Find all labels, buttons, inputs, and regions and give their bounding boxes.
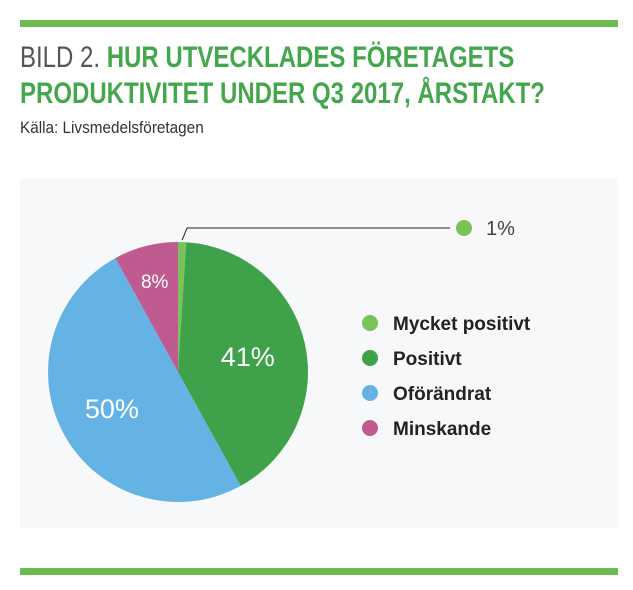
legend-swatch [362, 385, 378, 401]
legend-label: Minskande [393, 419, 491, 440]
slice-label: 1% [486, 218, 515, 240]
slice-label: 41% [221, 342, 275, 372]
top-accent-bar [20, 20, 618, 27]
chart-title: BILD 2. HUR UTVECKLADES FÖRETAGETS PRODU… [20, 40, 545, 112]
legend-swatch [362, 420, 378, 436]
slice-label: 8% [141, 272, 169, 293]
source-note: Källa: Livsmedelsföretagen [20, 118, 204, 137]
pie-slice-positivt [178, 242, 308, 486]
figure-number: BILD 2. [20, 41, 101, 74]
legend-swatch [362, 350, 378, 366]
bottom-accent-bar [20, 568, 618, 575]
pie-slice-of-r-ndrat [48, 258, 241, 502]
pie-slice-mycket-positivt [178, 242, 187, 372]
title-line-2: PRODUKTIVITET UNDER Q3 2017, ÅRSTAKT? [20, 77, 545, 110]
slice-label: 50% [85, 394, 139, 424]
legend-swatch [362, 315, 378, 331]
title-line-1: HUR UTVECKLADES FÖRETAGETS [106, 41, 515, 74]
callout-line [181, 227, 450, 241]
callout-dot [456, 220, 472, 236]
legend-label: Positivt [393, 349, 462, 370]
legend-label: Oförändrat [393, 384, 492, 405]
legend-label: Mycket positivt [393, 314, 531, 335]
pie-slice-minskande [115, 242, 178, 372]
